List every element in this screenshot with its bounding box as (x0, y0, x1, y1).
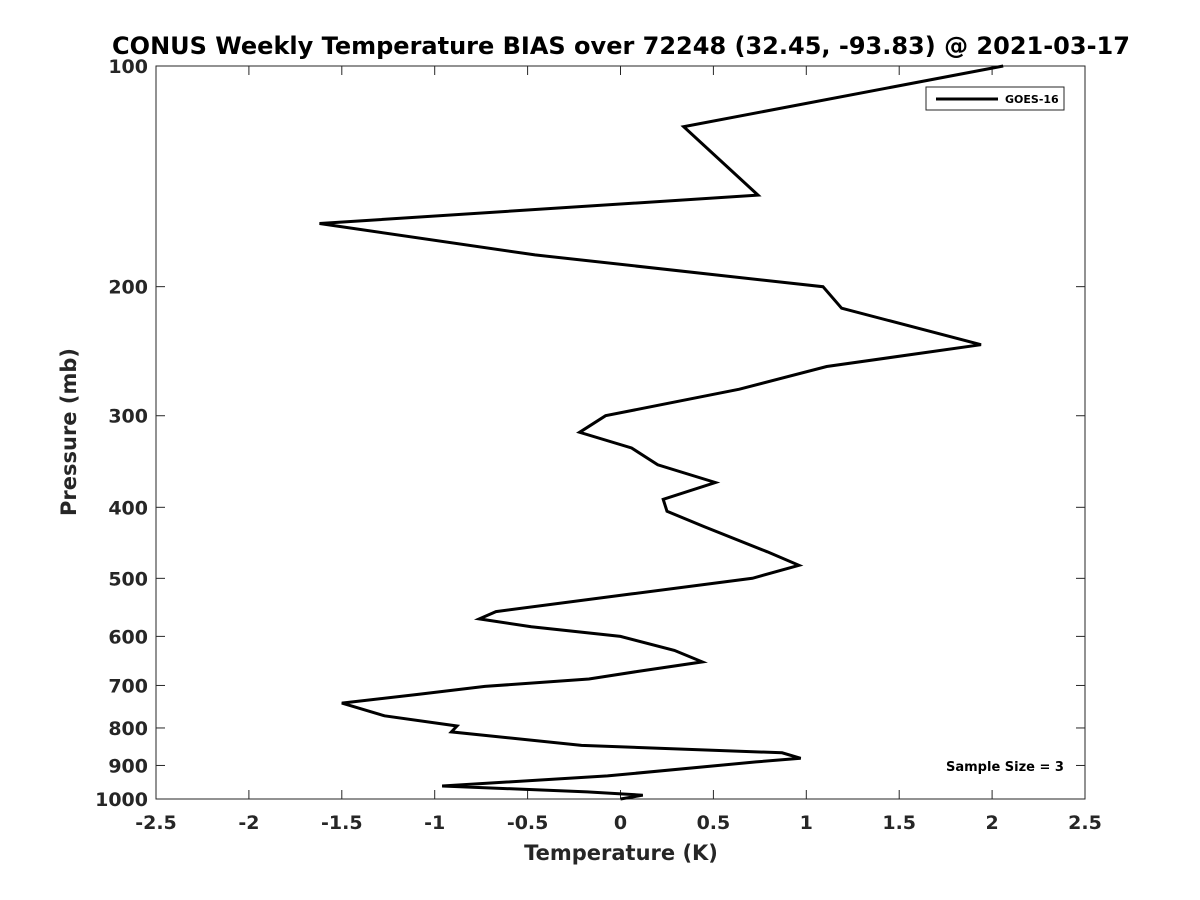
x-tick-label: 1.5 (882, 812, 916, 834)
x-axis: -2.5 -2 -1.5 -1 -0.5 0 0.5 1 1.5 2 2.5 (135, 66, 1102, 834)
y-tick-label: 800 (108, 718, 148, 740)
x-tick-label: 1 (800, 812, 813, 834)
plot-area (155, 65, 1086, 800)
x-tick-label: -2.5 (135, 812, 177, 834)
y-tick-label: 100 (108, 56, 148, 78)
x-tick-label: -2 (238, 812, 259, 834)
y-tick-label: 500 (108, 568, 148, 590)
y-tick-label: 400 (108, 497, 148, 519)
y-tick-label: 300 (108, 406, 148, 428)
x-tick-label: -1 (424, 812, 445, 834)
x-tick-label: 0.5 (697, 812, 731, 834)
y-tick-label: 700 (108, 675, 148, 697)
chart-title: CONUS Weekly Temperature BIAS over 72248… (112, 32, 1130, 60)
y-tick-label: 200 (108, 277, 148, 299)
x-tick-label: -1.5 (321, 812, 363, 834)
y-tick-label: 900 (108, 755, 148, 777)
x-tick-label: 2 (985, 812, 998, 834)
series-line-goes-16 (319, 64, 1004, 801)
x-tick-label: 0 (614, 812, 627, 834)
x-tick-label: 2.5 (1068, 812, 1102, 834)
y-tick-label: 600 (108, 626, 148, 648)
y-tick-label: 1000 (95, 789, 148, 811)
x-axis-label: Temperature (K) (524, 841, 718, 865)
y-axis-label: Pressure (mb) (57, 348, 81, 516)
y-axis: 100 200 300 400 500 600 700 800 900 1000 (95, 56, 1085, 811)
sample-size-annotation: Sample Size = 3 (946, 760, 1064, 775)
x-tick-label: -0.5 (507, 812, 549, 834)
legend: GOES-16 (925, 86, 1065, 111)
legend-entry-goes-16: GOES-16 (1005, 93, 1059, 106)
